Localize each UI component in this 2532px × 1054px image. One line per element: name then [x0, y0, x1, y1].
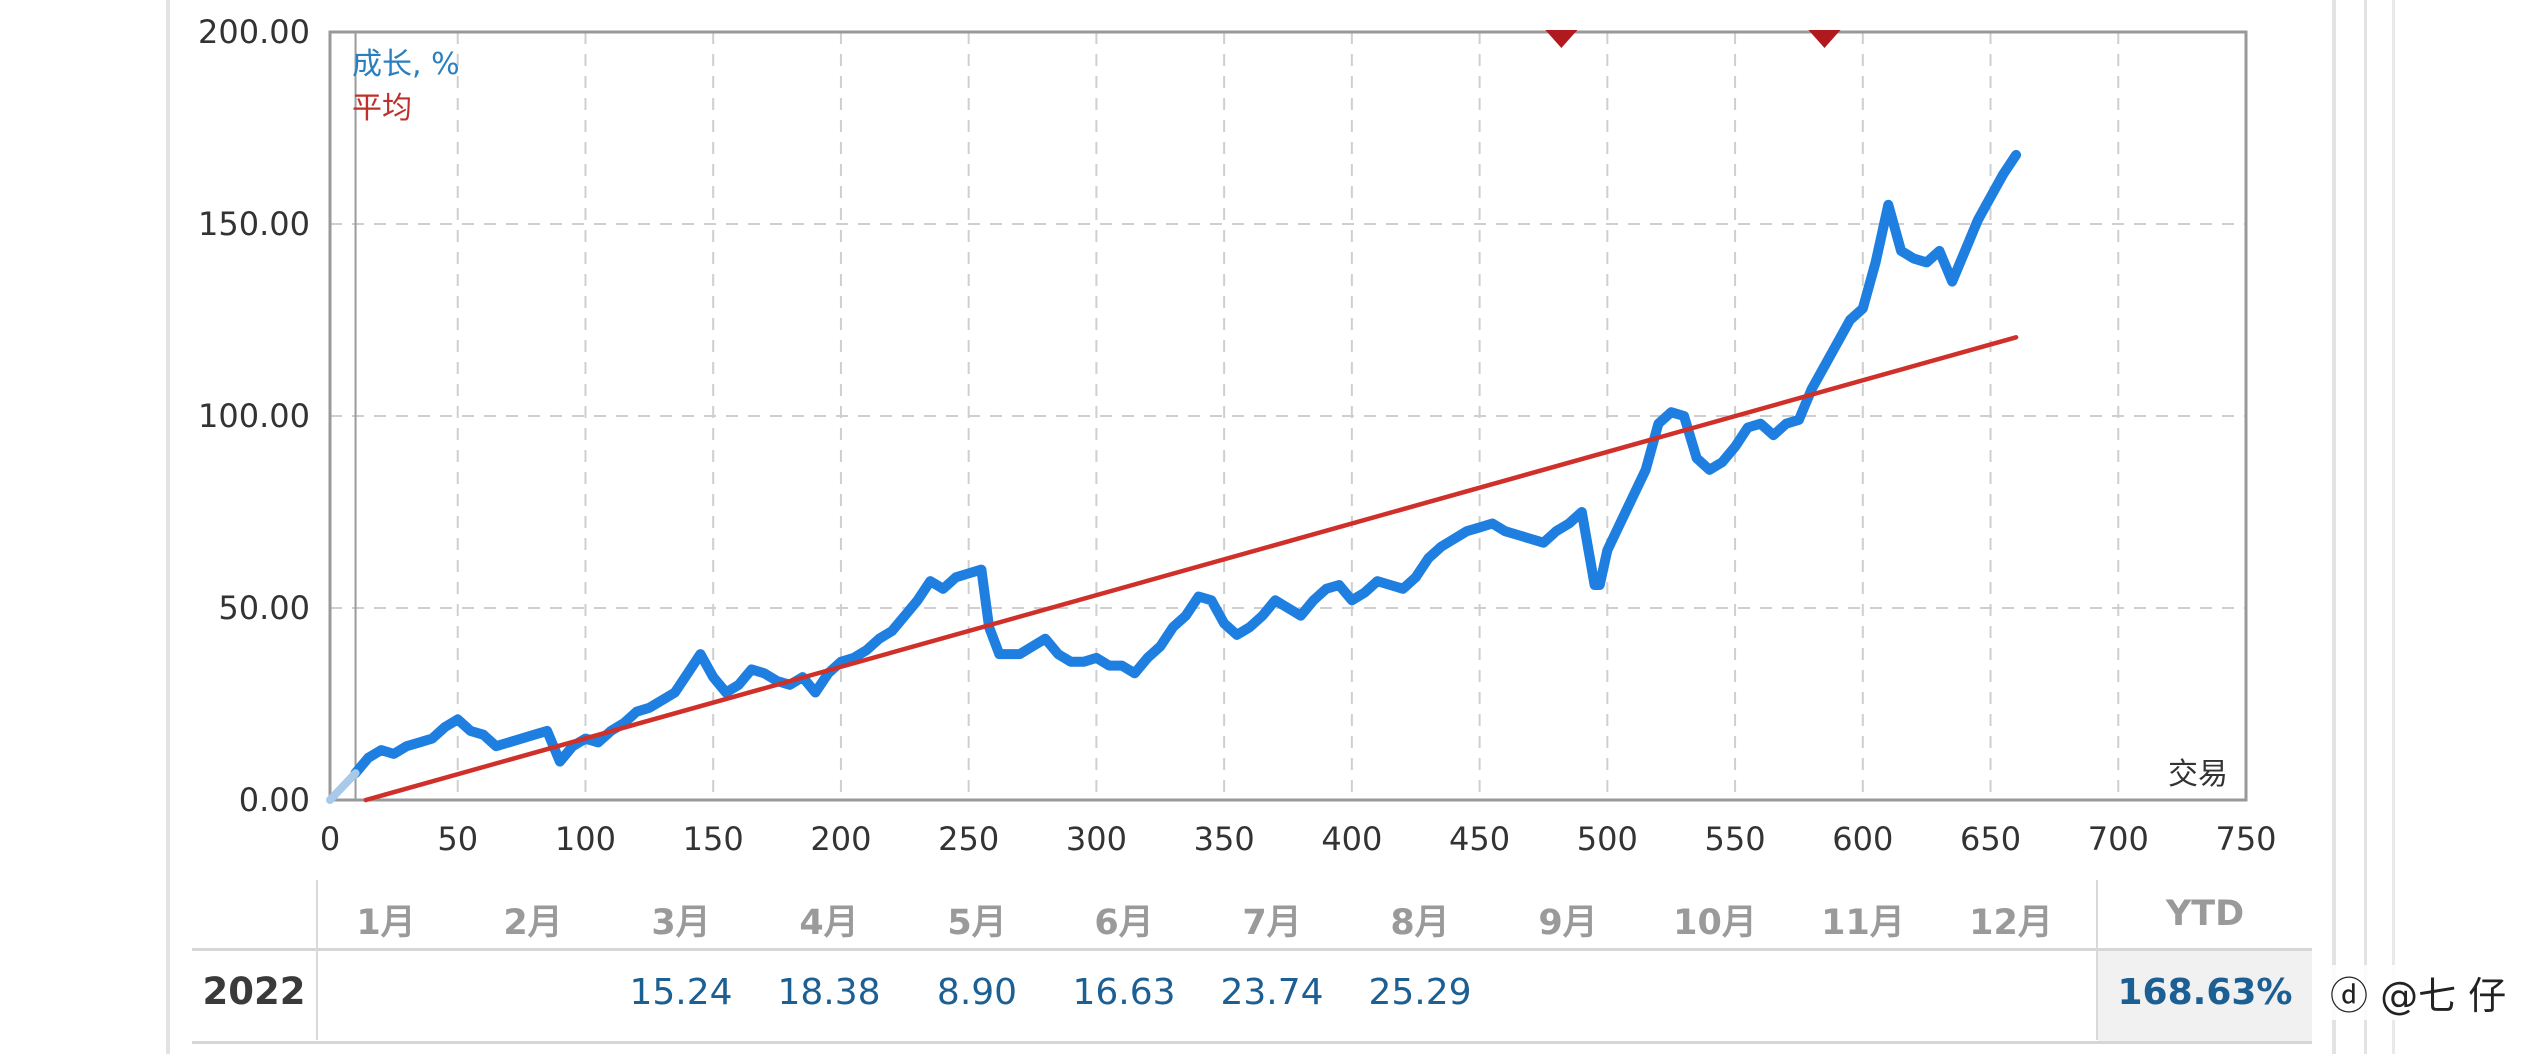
x-tick-label: 750 [2215, 820, 2276, 858]
average-series-line [363, 335, 2019, 803]
month-header: 2月 [503, 903, 563, 943]
y-tick-label: 200.00 [198, 13, 310, 51]
x-tick-label: 600 [1832, 820, 1893, 858]
year-column-divider [316, 880, 318, 1040]
y-tick-label: 150.00 [198, 205, 310, 243]
watermark: ⓓ @七 仔 [2330, 965, 2507, 1020]
month-header: 5月 [947, 903, 1007, 943]
chart-axes [328, 30, 2248, 802]
month-value: 15.24 [629, 972, 733, 1013]
event-marker-icon [1545, 30, 1578, 48]
plot-border [328, 30, 2248, 802]
ytd-cell-background [2098, 951, 2312, 1041]
y-tick-label: 0.00 [239, 781, 310, 819]
month-header: 4月 [799, 903, 859, 943]
ytd-value: 168.63% [2117, 972, 2293, 1013]
ytd-column-divider [2096, 880, 2098, 1040]
chart-grid [330, 32, 2246, 800]
month-value: 18.38 [777, 972, 881, 1013]
month-value: 16.63 [1072, 972, 1176, 1013]
y-tick-label: 50.00 [218, 589, 310, 627]
x-tick-label: 100 [555, 820, 616, 858]
month-value: 23.74 [1220, 972, 1324, 1013]
panel-right-border [2332, 0, 2336, 1054]
month-header: 9月 [1538, 903, 1598, 943]
x-tick-label: 450 [1449, 820, 1510, 858]
monthly-returns-table: 1月 2月 3月 4月 5月 6月 7月 8月 9月 10月 11月 12月 Y… [192, 880, 2312, 1054]
month-value: 25.29 [1368, 972, 1472, 1013]
x-tick-label: 200 [810, 820, 871, 858]
table-header-row [192, 880, 2312, 951]
month-value: 8.90 [936, 972, 1018, 1013]
ytd-header: YTD [2165, 894, 2245, 934]
event-marker-icon [1808, 30, 1841, 48]
x-tick-label: 650 [1960, 820, 2021, 858]
growth-chart: 0 50 100 150 200 250 300 350 400 450 500 550 600 650 7… [198, 13, 2277, 858]
year-label: 2022 [202, 970, 306, 1013]
x-tick-label: 300 [1066, 820, 1127, 858]
x-tick-label: 350 [1194, 820, 1255, 858]
month-header: 11月 [1821, 903, 1905, 943]
x-tick-label: 250 [938, 820, 999, 858]
month-header: 6月 [1094, 903, 1154, 943]
chart-labels: 0 50 100 150 200 250 300 350 400 450 500 550 600 650 7… [198, 13, 2277, 858]
x-tick-label: 0 [320, 820, 340, 858]
month-header: 7月 [1242, 903, 1302, 943]
month-header: 10月 [1673, 903, 1757, 943]
growth-series-lead-in [326, 769, 360, 804]
x-tick-label: 500 [1577, 820, 1638, 858]
month-header: 12月 [1969, 903, 2053, 943]
y-tick-label: 100.00 [198, 397, 310, 435]
x-tick-label: 150 [683, 820, 744, 858]
x-tick-label: 50 [437, 820, 478, 858]
page-edge-line [2392, 0, 2395, 1054]
chart-series [326, 149, 2022, 804]
table-row [192, 951, 2312, 1044]
panel-left-border [166, 0, 170, 1054]
x-tick-label: 700 [2088, 820, 2149, 858]
corner-axis-label: 交易 [2168, 757, 2228, 792]
legend-item: 成长, % [352, 47, 460, 82]
x-tick-label: 550 [1705, 820, 1766, 858]
legend-item: 平均 [352, 91, 412, 126]
month-header: 8月 [1390, 903, 1450, 943]
scrollbar-track[interactable] [2364, 0, 2367, 1054]
growth-series-line [350, 149, 2022, 779]
month-header: 1月 [356, 903, 416, 943]
month-header: 3月 [651, 903, 711, 943]
x-tick-label: 400 [1321, 820, 1382, 858]
